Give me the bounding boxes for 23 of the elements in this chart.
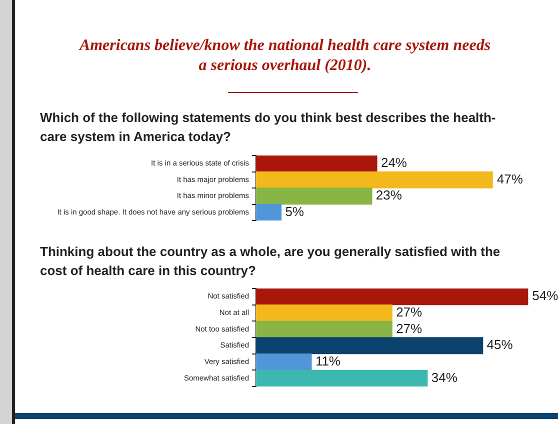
bar	[256, 354, 312, 370]
chart-title: Thinking about the country as a whole, are you generally satisfied with the cost of health care in this country?	[40, 243, 502, 280]
data-label: 45%	[486, 337, 514, 352]
data-label: 54%	[532, 288, 558, 304]
data-label: 5%	[285, 204, 304, 219]
bar	[256, 288, 528, 306]
data-label: 47%	[496, 171, 524, 186]
data-label: 27%	[396, 304, 423, 320]
bar	[256, 320, 392, 338]
bar	[256, 304, 392, 322]
data-label: 24%	[380, 155, 408, 170]
data-label: 27%	[396, 320, 423, 336]
chart-title: Americans believe/know the national health care system needs a serious overhaul (2010).	[78, 36, 492, 76]
bar	[256, 171, 493, 188]
bar	[256, 156, 378, 172]
chart-subtitle: Which of the following statements do you think best describes the health-care system in America today?	[40, 109, 497, 146]
data-label: 34%	[431, 370, 458, 385]
bar	[256, 188, 372, 205]
data-label: 11%	[315, 354, 341, 369]
data-label: 23%	[376, 188, 402, 203]
bar	[256, 370, 428, 386]
bar	[256, 204, 282, 220]
bar	[256, 337, 484, 354]
